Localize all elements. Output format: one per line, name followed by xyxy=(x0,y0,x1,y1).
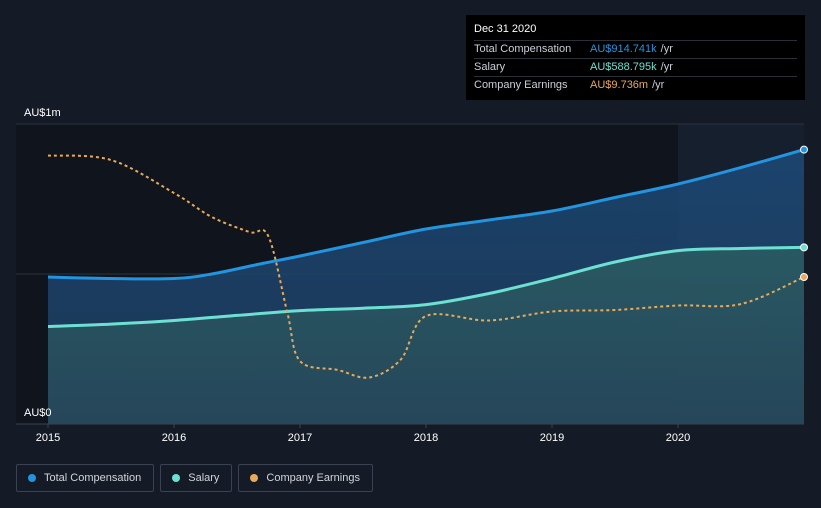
legend-salary[interactable]: Salary xyxy=(160,464,233,492)
legend-label: Total Compensation xyxy=(44,472,142,484)
legend-dot-icon xyxy=(250,474,259,482)
tooltip-row-salary: Salary AU$588.795k /yr xyxy=(474,58,797,76)
chart-plot: AU$1m AU$0 2015 2016 2017 2018 2019 2020 xyxy=(16,107,808,444)
tooltip-date: Dec 31 2020 xyxy=(474,23,537,35)
x-tick-label: 2018 xyxy=(414,432,438,444)
legend-label: Salary xyxy=(188,472,220,484)
series-markers xyxy=(800,145,808,281)
company-earnings-line xyxy=(47,154,805,379)
x-tick-label: 2019 xyxy=(540,432,564,444)
legend-dot-icon xyxy=(28,474,36,482)
total-compensation-marker xyxy=(800,145,808,154)
chart-legend: Total Compensation Salary Company Earnin… xyxy=(16,464,373,492)
legend-dot-icon xyxy=(172,474,181,482)
tooltip-label: Salary xyxy=(474,61,506,73)
x-tick-label: 2015 xyxy=(36,432,60,444)
y-tick-label: AU$0 xyxy=(24,407,52,419)
series-lines xyxy=(47,148,805,379)
company-earnings-marker xyxy=(800,273,808,281)
tooltip-value: AU$588.795k xyxy=(590,61,657,73)
x-tick-label: 2017 xyxy=(288,432,312,444)
hover-tooltip: Dec 31 2020 Total Compensation AU$914.74… xyxy=(466,15,805,100)
tooltip-unit: /yr xyxy=(652,79,665,91)
legend-label: Company Earnings xyxy=(266,472,360,484)
tooltip-row-earnings: Company Earnings AU$9.736m /yr xyxy=(474,76,797,94)
salary-area xyxy=(48,247,804,424)
series-areas xyxy=(48,149,804,424)
tooltip-label: Company Earnings xyxy=(474,79,568,91)
x-tick-label: 2020 xyxy=(666,432,690,444)
tooltip-unit: /yr xyxy=(660,43,673,55)
axis-ticks: AU$1m AU$0 2015 2016 2017 2018 2019 2020 xyxy=(24,107,690,444)
tooltip-value: AU$9.736m xyxy=(590,79,649,91)
tooltip-label: Total Compensation xyxy=(474,43,572,55)
y-tick-label: AU$1m xyxy=(24,107,61,119)
salary-marker xyxy=(800,243,808,252)
legend-company-earnings[interactable]: Company Earnings xyxy=(238,464,373,492)
total-compensation-line xyxy=(47,148,805,281)
tooltip-unit: /yr xyxy=(660,61,673,73)
tooltip-value: AU$914.741k xyxy=(590,43,657,55)
x-tick-label: 2016 xyxy=(162,432,186,444)
legend-total-compensation[interactable]: Total Compensation xyxy=(16,464,155,492)
tooltip-row-total: Total Compensation AU$914.741k /yr xyxy=(474,40,797,58)
salary-line xyxy=(47,245,805,328)
